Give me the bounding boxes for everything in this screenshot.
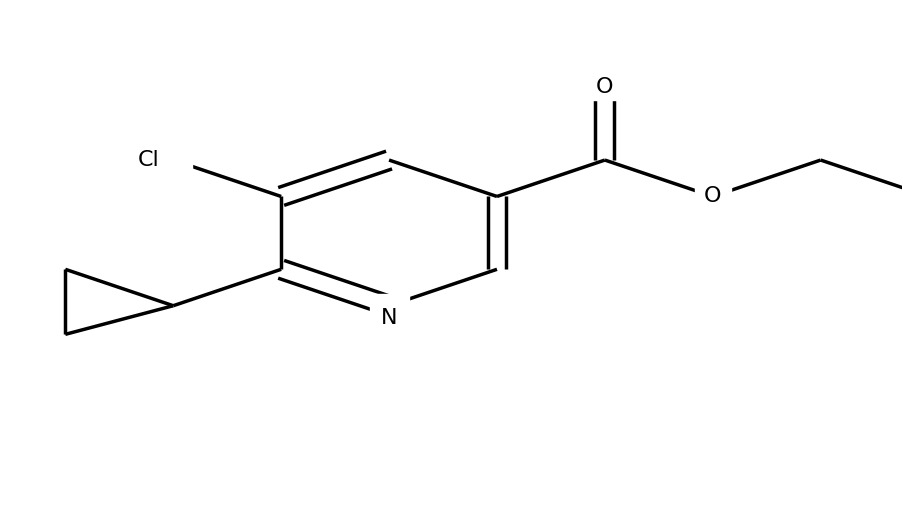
Text: N: N xyxy=(380,309,396,328)
Text: O: O xyxy=(595,77,613,97)
Bar xyxy=(586,74,622,100)
Text: Cl: Cl xyxy=(138,150,160,170)
Bar xyxy=(369,294,408,322)
Bar xyxy=(127,137,192,184)
Bar xyxy=(694,184,731,210)
Text: O: O xyxy=(703,187,721,207)
